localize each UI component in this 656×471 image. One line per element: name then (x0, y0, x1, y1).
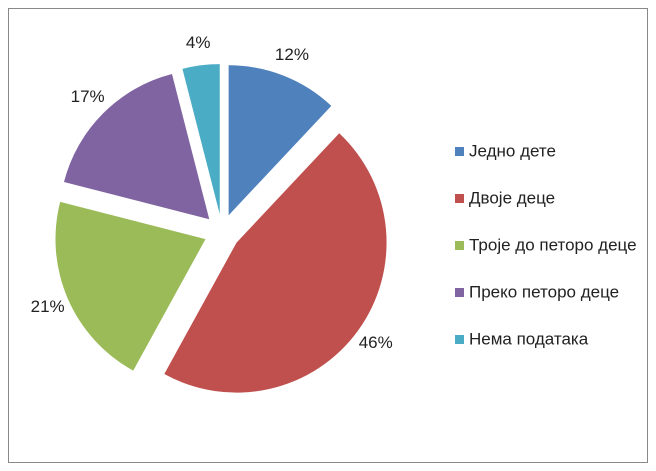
data-label: 12% (275, 45, 309, 64)
data-label: 4% (186, 33, 211, 52)
legend-label: Троје до петоро деце (469, 235, 637, 254)
legend-swatch (455, 241, 464, 250)
pie-slice (63, 73, 210, 220)
legend-label: Нема података (469, 329, 589, 348)
legend-label: Двоје деце (469, 188, 555, 207)
data-label: 46% (359, 333, 393, 352)
legend-label: Преко петоро деце (469, 282, 619, 301)
legend-swatch (455, 194, 464, 203)
legend-swatch (455, 288, 464, 297)
data-label: 17% (71, 87, 105, 106)
pie-slice (182, 64, 220, 215)
pie-slice (55, 201, 206, 371)
pie-slice (228, 65, 332, 216)
legend-swatch (455, 147, 464, 156)
legend-swatch (455, 335, 464, 344)
pie-slice (164, 133, 387, 393)
legend-label: Једно дете (469, 141, 556, 160)
data-label: 21% (31, 297, 65, 316)
